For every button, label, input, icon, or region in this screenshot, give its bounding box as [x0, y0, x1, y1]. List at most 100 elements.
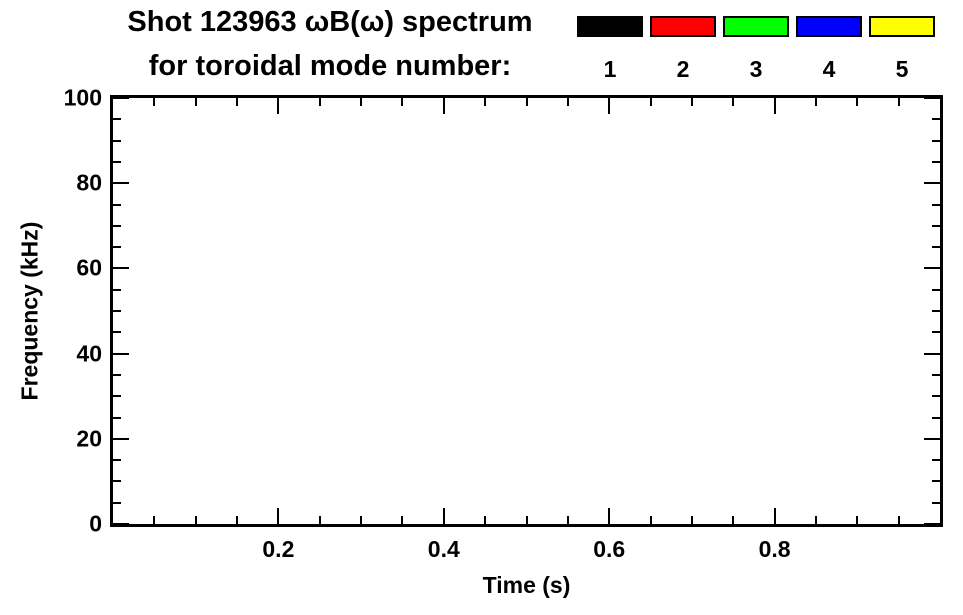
legend-number-4: 4: [822, 56, 836, 82]
tick-mark: [277, 508, 280, 524]
tick-mark: [318, 516, 321, 524]
tick-mark: [360, 98, 363, 106]
tick-mark: [932, 160, 940, 163]
tick-mark: [113, 352, 129, 355]
tick-mark: [401, 98, 404, 106]
legend-number-5: 5: [895, 56, 909, 82]
tick-mark: [932, 395, 940, 398]
tick-mark: [113, 501, 121, 504]
legend-number-3: 3: [749, 56, 763, 82]
y-tick-label: 0: [89, 510, 102, 537]
x-tick-label: 0.8: [758, 536, 791, 562]
tick-mark: [649, 516, 652, 524]
tick-mark: [932, 288, 940, 291]
tick-mark: [732, 516, 735, 524]
tick-mark: [194, 98, 197, 106]
tick-mark: [525, 98, 528, 106]
tick-mark: [932, 139, 940, 142]
tick-mark: [608, 508, 611, 524]
tick-mark: [113, 373, 121, 376]
tick-mark: [442, 98, 445, 114]
tick-mark: [484, 98, 487, 106]
y-tick-label: 60: [76, 254, 102, 281]
tick-mark: [277, 98, 280, 114]
tick-mark: [732, 98, 735, 106]
tick-mark: [484, 516, 487, 524]
tick-mark: [113, 139, 121, 142]
tick-mark: [113, 459, 121, 462]
tick-mark: [932, 310, 940, 312]
tick-mark: [113, 246, 121, 249]
tick-mark: [897, 98, 900, 106]
tick-mark: [113, 331, 121, 334]
y-axis-title: Frequency (kHz): [16, 221, 43, 401]
tick-mark: [649, 98, 652, 106]
tick-mark: [113, 416, 121, 419]
tick-mark: [113, 160, 121, 163]
legend-number-2: 2: [676, 56, 690, 82]
tick-mark: [113, 288, 121, 291]
tick-mark: [113, 97, 129, 99]
tick-mark: [113, 437, 129, 440]
tick-mark: [113, 395, 121, 398]
legend-swatch-5: [869, 16, 935, 37]
chart-title-line1: Shot 123963 ωB(ω) spectrum: [127, 6, 533, 38]
tick-mark: [566, 98, 569, 106]
tick-mark: [236, 516, 239, 524]
tick-mark: [924, 437, 940, 440]
tick-mark: [525, 516, 528, 524]
legend-numbers: 1 2 3 4 5: [577, 56, 935, 83]
tick-mark: [194, 516, 197, 524]
tick-mark: [113, 480, 121, 483]
tick-mark: [932, 224, 940, 227]
tick-mark: [897, 516, 900, 524]
x-tick-label: 0.4: [427, 536, 460, 562]
tick-mark: [113, 310, 121, 312]
tick-mark: [932, 416, 940, 419]
legend-number-1: 1: [603, 56, 617, 82]
tick-mark: [932, 118, 940, 121]
tick-mark: [856, 98, 859, 106]
tick-mark: [360, 516, 363, 524]
tick-mark: [932, 203, 940, 206]
tick-mark: [690, 98, 693, 106]
legend-swatch-4: [796, 16, 862, 37]
tick-mark: [113, 224, 121, 227]
tick-mark: [924, 523, 940, 525]
tick-mark: [153, 516, 156, 524]
tick-mark: [690, 516, 693, 524]
tick-mark: [773, 98, 776, 114]
tick-mark: [401, 516, 404, 524]
tick-mark: [932, 373, 940, 376]
x-tick-label: 0.6: [593, 536, 626, 562]
legend-swatch-3: [723, 16, 789, 37]
tick-mark: [113, 523, 129, 525]
x-tick-label: 0.2: [262, 536, 295, 562]
plot-area: [110, 95, 943, 527]
legend-swatch-1: [577, 16, 643, 37]
tick-mark: [932, 480, 940, 483]
tick-mark: [608, 98, 611, 114]
y-tick-label: 80: [76, 169, 102, 196]
y-tick-label: 100: [63, 84, 102, 111]
tick-mark: [113, 203, 121, 206]
legend-swatch-2: [650, 16, 716, 37]
tick-mark: [924, 267, 940, 270]
tick-mark: [236, 98, 239, 106]
tick-mark: [924, 182, 940, 185]
tick-mark: [924, 352, 940, 355]
tick-mark: [318, 98, 321, 106]
tick-mark: [566, 516, 569, 524]
tick-mark: [932, 501, 940, 504]
tick-mark: [814, 98, 817, 106]
tick-mark: [932, 246, 940, 249]
tick-mark: [924, 97, 940, 99]
tick-mark: [442, 508, 445, 524]
tick-mark: [932, 331, 940, 334]
chart-title-line2: for toroidal mode number:: [148, 50, 512, 82]
legend-swatches: [577, 16, 935, 37]
tick-mark: [856, 516, 859, 524]
x-axis-title: Time (s): [482, 572, 571, 598]
tick-mark: [113, 182, 129, 185]
